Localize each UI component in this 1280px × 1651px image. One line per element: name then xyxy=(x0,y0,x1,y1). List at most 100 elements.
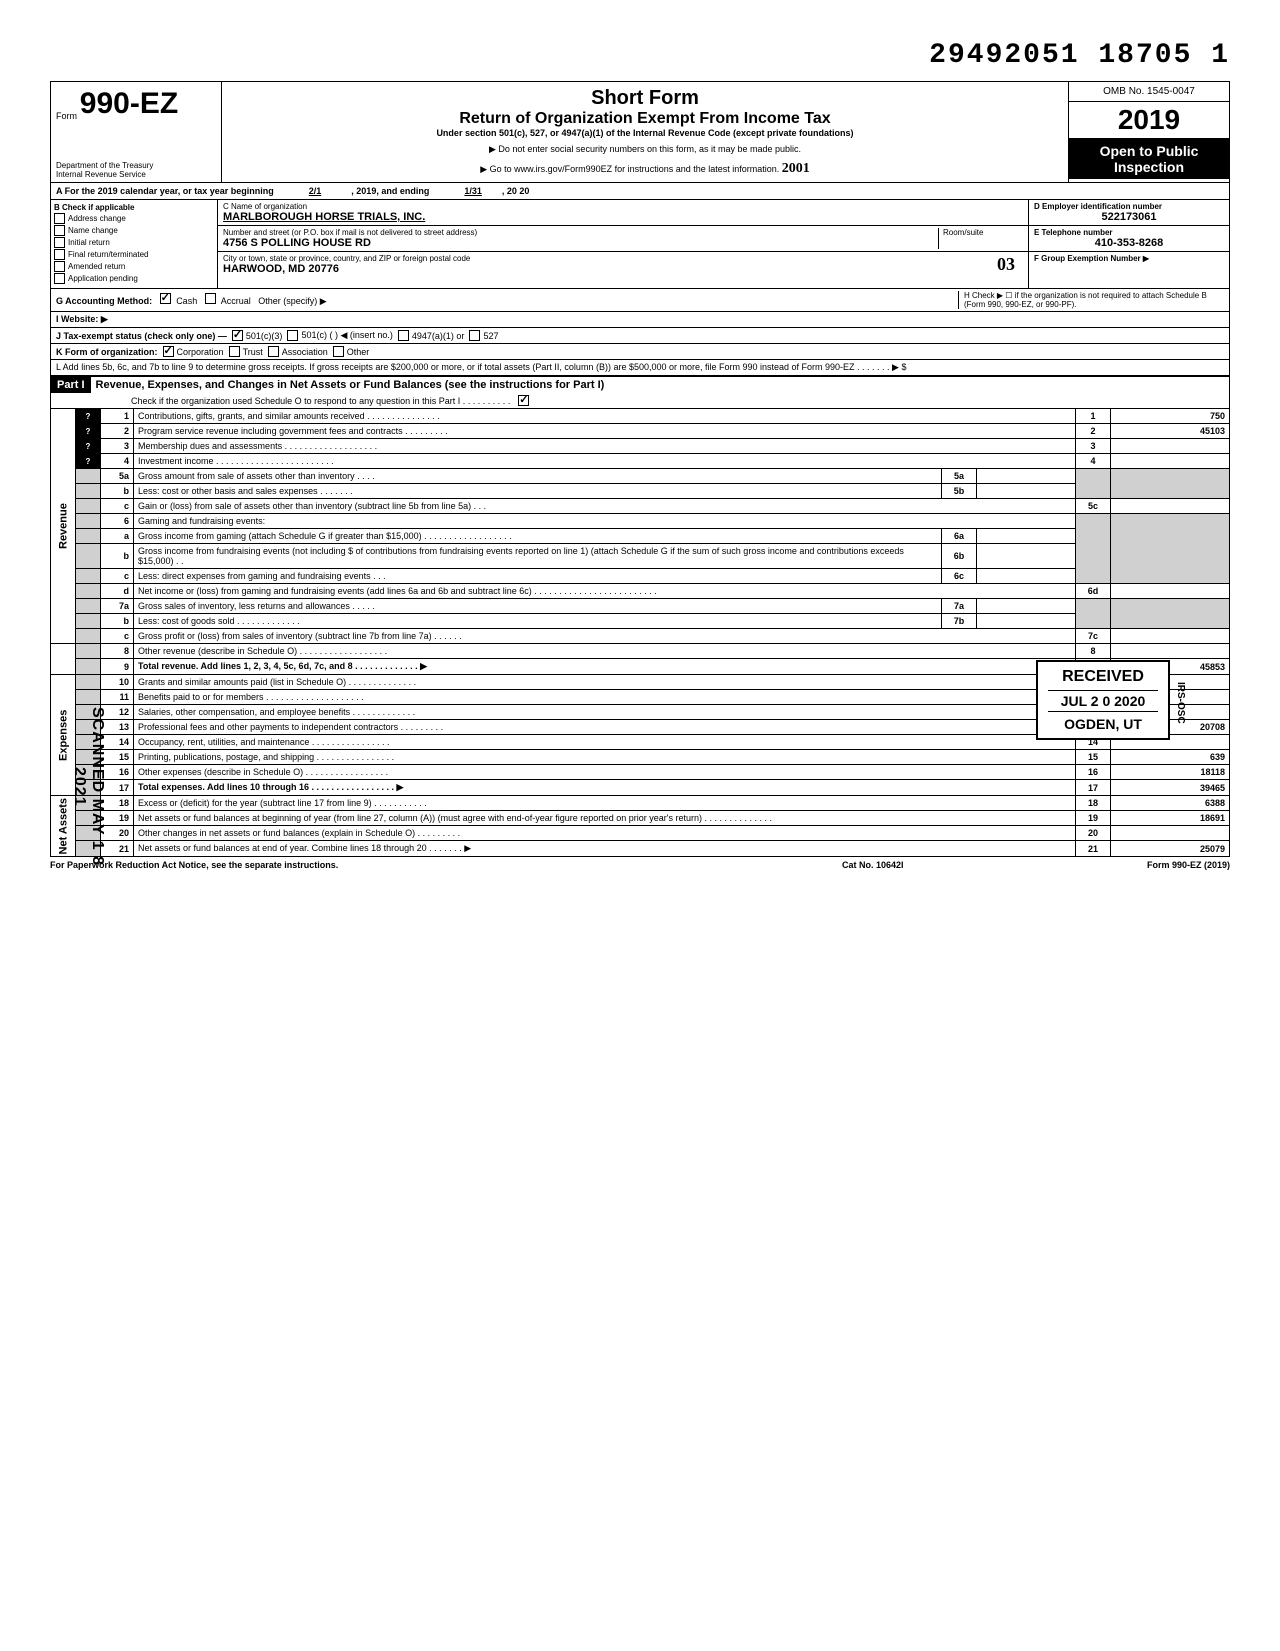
cb-schedule-o[interactable] xyxy=(518,395,529,406)
cb-amended-return[interactable]: Amended return xyxy=(54,261,214,272)
column-b-checkboxes: B Check if applicable Address change Nam… xyxy=(51,200,218,288)
open-to-public-label: Open to Public Inspection xyxy=(1069,139,1229,179)
line-16-desc: Other expenses (describe in Schedule O) … xyxy=(134,765,1076,780)
footer-mid: Cat No. 10642I xyxy=(598,860,1146,870)
line-8-desc: Other revenue (describe in Schedule O) .… xyxy=(134,644,1076,659)
line-6-desc: Gaming and fundraising events: xyxy=(134,514,1076,529)
col-b-title: B Check if applicable xyxy=(54,203,214,212)
line-5a-desc: Gross amount from sale of assets other t… xyxy=(134,469,942,484)
cb-trust[interactable] xyxy=(229,346,240,357)
line-16-value: 18118 xyxy=(1111,765,1230,780)
line-1-label: 1 xyxy=(1076,409,1111,424)
line-5c-desc: Gain or (loss) from sale of assets other… xyxy=(134,499,1076,514)
line-19-desc: Net assets or fund balances at beginning… xyxy=(134,811,1076,826)
short-form-label: Short Form xyxy=(227,87,1063,110)
cb-application-pending[interactable]: Application pending xyxy=(54,273,214,284)
line-7b-value xyxy=(977,614,1076,629)
cb-501c3[interactable] xyxy=(232,330,243,341)
cb-corporation[interactable] xyxy=(163,346,174,357)
cb-501c[interactable] xyxy=(287,330,298,341)
cb-name-change[interactable]: Name change xyxy=(54,225,214,236)
line-9-desc: Total revenue. Add lines 1, 2, 3, 4, 5c,… xyxy=(134,659,1076,675)
cb-527[interactable] xyxy=(469,330,480,341)
line-1-desc: Contributions, gifts, grants, and simila… xyxy=(134,409,1076,424)
part-1-title: Revenue, Expenses, and Changes in Net As… xyxy=(91,377,1229,393)
line-14-desc: Occupancy, rent, utilities, and maintena… xyxy=(134,735,1076,750)
line-6c-desc: Less: direct expenses from gaming and fu… xyxy=(134,569,942,584)
line-7c-desc: Gross profit or (loss) from sales of inv… xyxy=(134,629,1076,644)
handwritten-03: 03 xyxy=(997,254,1023,275)
line-1-value: 750 xyxy=(1111,409,1230,424)
line-18-desc: Excess or (deficit) for the year (subtra… xyxy=(134,796,1076,811)
org-name-label: C Name of organization xyxy=(223,202,1023,211)
cb-initial-return[interactable]: Initial return xyxy=(54,237,214,248)
cb-final-return[interactable]: Final return/terminated xyxy=(54,249,214,260)
line-6a-value xyxy=(977,529,1076,544)
city-label: City or town, state or province, country… xyxy=(223,254,997,263)
main-title: Return of Organization Exempt From Incom… xyxy=(227,110,1063,128)
line-20-value xyxy=(1111,826,1230,841)
instruction-line-2: ▶ Go to www.irs.gov/Form990EZ for instru… xyxy=(227,161,1063,177)
line-17-value: 39465 xyxy=(1111,780,1230,796)
line-7b-desc: Less: cost of goods sold . . . . . . . .… xyxy=(134,614,942,629)
sub-title: Under section 501(c), 527, or 4947(a)(1)… xyxy=(227,128,1063,138)
document-id: 29492051 18705 1 xyxy=(50,40,1230,71)
address-label: Number and street (or P.O. box if mail i… xyxy=(223,228,938,237)
cb-cash[interactable] xyxy=(160,293,171,304)
cb-accrual[interactable] xyxy=(205,293,216,304)
line-3-desc: Membership dues and assessments . . . . … xyxy=(134,439,1076,454)
cb-4947[interactable] xyxy=(398,330,409,341)
form-number: 990-EZ xyxy=(80,87,178,120)
part-1-table: Revenue ? 1 Contributions, gifts, grants… xyxy=(50,408,1230,857)
form-prefix: Form xyxy=(56,111,77,121)
footer-left: For Paperwork Reduction Act Notice, see … xyxy=(50,860,598,870)
cb-other-org[interactable] xyxy=(333,346,344,357)
line-6c-value xyxy=(977,569,1076,584)
department-label: Department of the Treasury Internal Reve… xyxy=(56,161,153,179)
cb-association[interactable] xyxy=(268,346,279,357)
column-c-org-info: C Name of organization MARLBOROUGH HORSE… xyxy=(218,200,1029,288)
ein-value: 522173061 xyxy=(1034,211,1224,223)
phone-label: E Telephone number xyxy=(1034,228,1224,237)
cb-address-change[interactable]: Address change xyxy=(54,213,214,224)
schedule-o-check-row: Check if the organization used Schedule … xyxy=(50,393,1230,408)
omb-number: OMB No. 1545-0047 xyxy=(1069,82,1229,102)
line-5a-value xyxy=(977,469,1076,484)
line-6a-desc: Gross income from gaming (attach Schedul… xyxy=(134,529,942,544)
line-13-desc: Professional fees and other payments to … xyxy=(134,720,1076,735)
line-21-desc: Net assets or fund balances at end of ye… xyxy=(134,841,1076,857)
section-bcdef: B Check if applicable Address change Nam… xyxy=(50,199,1230,288)
line-g-accounting: G Accounting Method: Cash Accrual Other … xyxy=(50,288,1230,311)
line-1-num: 1 xyxy=(101,409,134,424)
line-19-value: 18691 xyxy=(1111,811,1230,826)
form-header: Form 990-EZ Department of the Treasury I… xyxy=(50,81,1230,182)
group-exemption-label: F Group Exemption Number ▶ xyxy=(1034,254,1224,263)
line-k-form-org: K Form of organization: Corporation Trus… xyxy=(50,343,1230,359)
line-11-desc: Benefits paid to or for members . . . . … xyxy=(134,690,1076,705)
footer: For Paperwork Reduction Act Notice, see … xyxy=(50,857,1230,873)
form-number-cell: Form 990-EZ Department of the Treasury I… xyxy=(51,82,222,182)
line-8-value xyxy=(1111,644,1230,659)
org-name-value: MARLBOROUGH HORSE TRIALS, INC. xyxy=(223,211,1023,223)
revenue-side-label: Revenue xyxy=(51,409,76,644)
line-10-desc: Grants and similar amounts paid (list in… xyxy=(134,675,1076,690)
line-6b-desc: Gross income from fundraising events (no… xyxy=(134,544,942,569)
room-suite-label: Room/suite xyxy=(938,228,1023,249)
title-cell: Short Form Return of Organization Exempt… xyxy=(222,82,1069,182)
line-h: H Check ▶ ☐ if the organization is not r… xyxy=(958,291,1224,309)
address-value: 4756 S POLLING HOUSE RD xyxy=(223,237,938,249)
line-l-gross-receipts: L Add lines 5b, 6c, and 7b to line 9 to … xyxy=(50,359,1230,376)
line-12-desc: Salaries, other compensation, and employ… xyxy=(134,705,1076,720)
line-6b-value xyxy=(977,544,1076,569)
line-i-website: I Website: ▶ xyxy=(50,311,1230,327)
line-20-desc: Other changes in net assets or fund bala… xyxy=(134,826,1076,841)
part-1-badge: Part I xyxy=(51,377,91,393)
line-7a-desc: Gross sales of inventory, less returns a… xyxy=(134,599,942,614)
line-4-value xyxy=(1111,454,1230,469)
line-21-value: 25079 xyxy=(1111,841,1230,857)
line-5b-value xyxy=(977,484,1076,499)
line-7c-value xyxy=(1111,629,1230,644)
line-a-tax-year: A For the 2019 calendar year, or tax yea… xyxy=(50,182,1230,199)
help-icon: ? xyxy=(76,409,101,424)
line-15-value: 639 xyxy=(1111,750,1230,765)
